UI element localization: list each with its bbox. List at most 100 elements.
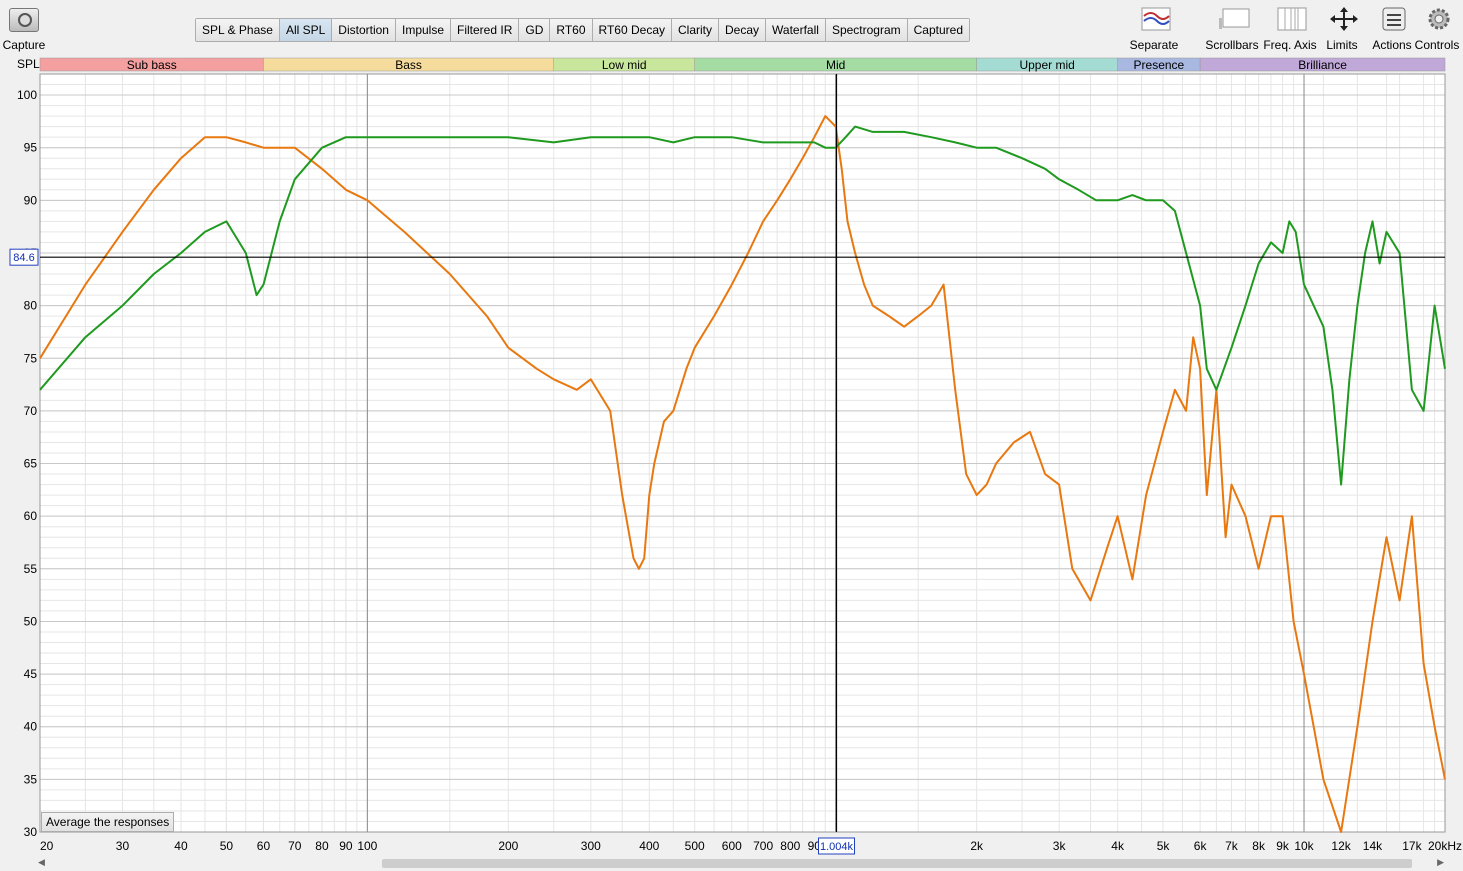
x-tick-label: 20 [40, 839, 54, 853]
x-tick-label: 500 [685, 839, 705, 853]
x-tick-label: 80 [315, 839, 329, 853]
band-label: Low mid [602, 58, 647, 72]
x-tick-label: 50 [220, 839, 234, 853]
cursor-y-readout-box [9, 248, 39, 266]
x-tick-label: 700 [753, 839, 773, 853]
tab-rt60[interactable]: RT60 [550, 19, 593, 41]
tab-all-spl[interactable]: All SPL [279, 19, 333, 41]
limits-icon [1327, 6, 1358, 32]
x-tick-label: 60 [257, 839, 271, 853]
tool-label: Actions [1372, 38, 1412, 52]
x-tick-label: 40 [174, 839, 188, 853]
camera-icon [9, 8, 39, 32]
y-tick-label: 80 [24, 299, 38, 313]
x-tick-label: 3k [1053, 839, 1067, 853]
x-tick-label: 20kHz [1428, 839, 1462, 853]
band-label: Brilliance [1298, 58, 1347, 72]
tab-impulse[interactable]: Impulse [395, 19, 452, 41]
tab-spl-phase[interactable]: SPL & Phase [196, 19, 280, 41]
cursor-x-readout-box [817, 837, 855, 855]
x-tick-label: 5k [1157, 839, 1171, 853]
x-tick-label: 12k [1331, 839, 1351, 853]
y-tick-label: 35 [24, 772, 38, 786]
x-tick-label: 2k [970, 839, 984, 853]
band-label: Sub bass [127, 58, 177, 72]
x-tick-label: 30 [116, 839, 130, 853]
y-tick-label: 65 [24, 457, 38, 471]
cursor-x-readout: 1.004k [820, 841, 854, 853]
tab-waterfall[interactable]: Waterfall [766, 19, 826, 41]
x-tick-label: 7k [1225, 839, 1239, 853]
x-tick-label: 9k [1276, 839, 1290, 853]
y-tick-label: 100 [17, 88, 37, 102]
scrollbar-thumb[interactable] [382, 859, 1412, 868]
separate-button[interactable]: Separate [1126, 4, 1182, 52]
x-tick-label: 300 [581, 839, 601, 853]
capture-button[interactable]: Capture [0, 4, 48, 52]
horizontal-scrollbar[interactable]: ◀ ▶ [36, 857, 1446, 869]
x-tick-label: 800 [780, 839, 800, 853]
x-tick-label: 400 [639, 839, 659, 853]
tab-clarity[interactable]: Clarity [672, 19, 720, 41]
scrollbars-icon [1217, 6, 1250, 32]
x-tick-label: 90 [808, 839, 822, 853]
x-tick-label: 4k [1111, 839, 1125, 853]
y-tick-label: 75 [24, 351, 38, 365]
tab-spectrogram[interactable]: Spectrogram [825, 19, 908, 41]
x-tick-label: 8k [1252, 839, 1266, 853]
band-label: Bass [395, 58, 422, 72]
band-label: Presence [1134, 58, 1185, 72]
y-tick-label: 90 [24, 193, 38, 207]
freq-axis-icon [1275, 6, 1307, 32]
band-label: Upper mid [1019, 58, 1074, 72]
tool-label: Controls [1414, 38, 1460, 52]
x-tick-label: 90 [339, 839, 353, 853]
y-tick-label: 60 [24, 509, 38, 523]
x-tick-label: 17k [1402, 839, 1422, 853]
x-tick-label: 6k [1194, 839, 1208, 853]
scrollbars-button[interactable]: Scrollbars [1204, 4, 1260, 52]
y-tick-label: 40 [24, 720, 38, 734]
actions-icon [1377, 6, 1407, 32]
tab-rt60-decay[interactable]: RT60 Decay [592, 19, 672, 41]
tab-captured[interactable]: Captured [907, 19, 970, 41]
y-tick-label: 45 [24, 667, 38, 681]
x-tick-label: 70 [288, 839, 302, 853]
average-responses-button[interactable]: Average the responses [41, 812, 175, 832]
y-tick-label: 95 [24, 141, 38, 155]
scroll-left-icon[interactable]: ◀ [38, 857, 45, 867]
y-tick-label: 70 [24, 404, 38, 418]
scroll-right-icon[interactable]: ▶ [1437, 857, 1444, 867]
capture-label: Capture [2, 38, 46, 52]
cursor-y-readout: 84.6 [13, 252, 34, 264]
tab-distortion[interactable]: Distortion [332, 19, 396, 41]
series-line-1 [39, 125, 1446, 486]
series-line-0 [39, 115, 1446, 833]
view-tabs: SPL & Phase All SPL Distortion Impulse Filte… [195, 18, 971, 42]
band-label: Mid [826, 58, 845, 72]
y-axis-label: SPL [17, 57, 40, 71]
limits-button[interactable]: Limits [1320, 4, 1364, 52]
x-tick-label: 14k [1363, 839, 1383, 853]
tool-label: Separate [1129, 38, 1179, 52]
x-tick-label: 600 [722, 839, 742, 853]
x-tick-label: 100 [357, 839, 377, 853]
actions-button[interactable]: Actions [1370, 4, 1414, 52]
freq-axis-button[interactable]: Freq. Axis [1260, 4, 1320, 52]
y-tick-label: 50 [24, 614, 38, 628]
tab-gd[interactable]: GD [519, 19, 551, 41]
tab-filtered-ir[interactable]: Filtered IR [451, 19, 520, 41]
tool-label: Scrollbars [1205, 38, 1259, 52]
tool-label: Freq. Axis [1263, 38, 1317, 52]
x-tick-label: 200 [498, 839, 518, 853]
plot-border [39, 73, 1446, 833]
y-tick-label: 30 [24, 825, 38, 839]
x-tick-label: 10k [1294, 839, 1314, 853]
controls-button[interactable]: Controls [1412, 4, 1462, 52]
controls-icon [1422, 6, 1452, 32]
tab-decay[interactable]: Decay [719, 19, 767, 41]
separate-icon [1139, 6, 1171, 32]
band-brilliance [1199, 57, 1446, 72]
y-tick-label: 55 [24, 562, 38, 576]
